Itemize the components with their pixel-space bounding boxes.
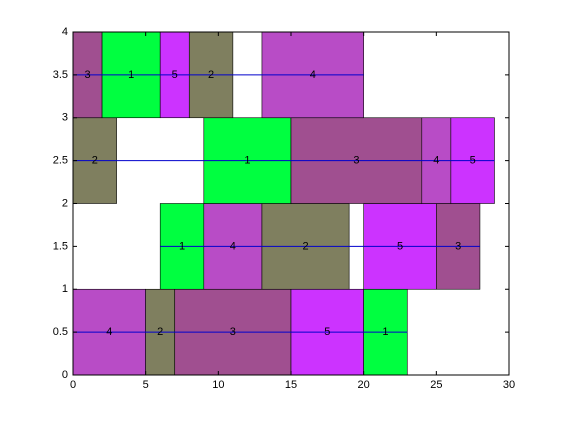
task-label: 5 — [397, 240, 403, 252]
task-label: 3 — [455, 240, 461, 252]
x-tick-label: 20 — [358, 379, 370, 391]
task-label: 3 — [353, 155, 359, 167]
task-label: 3 — [84, 69, 90, 81]
y-tick-label: 0.5 — [53, 326, 68, 338]
task-label: 1 — [179, 240, 185, 252]
task-label: 4 — [106, 326, 112, 338]
task-label: 1 — [128, 69, 134, 81]
y-tick-label: 2 — [62, 197, 68, 209]
y-tick-label: 3.5 — [53, 69, 68, 81]
task-label: 5 — [172, 69, 178, 81]
y-tick-label: 3 — [62, 112, 68, 124]
x-tick-label: 30 — [503, 379, 515, 391]
task-label: 4 — [433, 155, 439, 167]
task-label: 5 — [470, 155, 476, 167]
x-tick-label: 5 — [143, 379, 149, 391]
task-label: 1 — [382, 326, 388, 338]
task-label: 1 — [244, 155, 250, 167]
task-label: 2 — [92, 155, 98, 167]
task-label: 4 — [310, 69, 316, 81]
task-label: 5 — [324, 326, 330, 338]
task-label: 2 — [157, 326, 163, 338]
task-label: 4 — [230, 240, 236, 252]
y-tick-label: 2.5 — [53, 155, 68, 167]
y-tick-label: 0 — [62, 369, 68, 381]
x-tick-label: 15 — [285, 379, 297, 391]
task-label: 2 — [208, 69, 214, 81]
x-tick-label: 25 — [430, 379, 442, 391]
task-label: 3 — [230, 326, 236, 338]
x-tick-label: 0 — [70, 379, 76, 391]
y-tick-label: 4 — [62, 26, 68, 38]
y-tick-label: 1.5 — [53, 240, 68, 252]
x-tick-label: 10 — [212, 379, 224, 391]
y-tick-label: 1 — [62, 283, 68, 295]
task-label: 2 — [302, 240, 308, 252]
